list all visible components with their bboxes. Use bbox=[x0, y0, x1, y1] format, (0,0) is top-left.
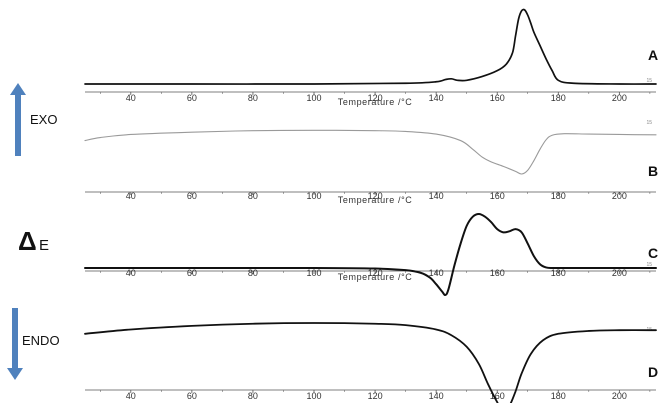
corner-mark-a: 15 bbox=[646, 78, 652, 84]
x-tick-label-d-160: 160 bbox=[490, 391, 505, 401]
exo-label: EXO bbox=[30, 112, 57, 127]
x-tick-label-c-120: 120 bbox=[368, 268, 383, 278]
x-tick-label-b-120: 120 bbox=[368, 191, 383, 201]
x-tick-label-a-60: 60 bbox=[187, 93, 197, 103]
x-tick-label-b-100: 100 bbox=[306, 191, 321, 201]
x-tick-label-c-60: 60 bbox=[187, 268, 197, 278]
endo-indicator: ENDO bbox=[7, 308, 60, 380]
delta-e-label: Δ E bbox=[18, 226, 49, 256]
delta-symbol: Δ bbox=[18, 226, 37, 256]
delta-subscript: E bbox=[39, 237, 49, 254]
x-axis-title-b: Temperature /°C bbox=[338, 195, 413, 205]
endo-arrow-icon bbox=[7, 308, 23, 380]
x-tick-label-a-40: 40 bbox=[126, 93, 136, 103]
x-tick-label-c-200: 200 bbox=[612, 268, 627, 278]
x-tick-label-d-40: 40 bbox=[126, 391, 136, 401]
x-tick-label-a-140: 140 bbox=[429, 93, 444, 103]
x-tick-label-b-80: 80 bbox=[248, 191, 258, 201]
thermogram-curve-a bbox=[84, 8, 657, 85]
thermogram-curve-c bbox=[84, 213, 657, 297]
x-tick-label-a-100: 100 bbox=[306, 93, 321, 103]
x-tick-label-c-80: 80 bbox=[248, 268, 258, 278]
x-tick-label-c-40: 40 bbox=[126, 268, 136, 278]
corner-mark-c: 15 bbox=[646, 262, 652, 268]
panel-a: 40 60 80 100 120 140 160 180 200 Temperature /°C 1… bbox=[84, 8, 658, 107]
x-tick-label-d-120: 120 bbox=[368, 391, 383, 401]
x-axis-title-a: Temperature /°C bbox=[338, 97, 413, 107]
x-tick-label-b-140: 140 bbox=[429, 191, 444, 201]
x-tick-label-a-160: 160 bbox=[490, 93, 505, 103]
x-tick-label-c-160: 160 bbox=[490, 268, 505, 278]
x-tick-label-b-200: 200 bbox=[612, 191, 627, 201]
x-tick-label-d-100: 100 bbox=[306, 391, 321, 401]
x-axis-title-c: Temperature /°C bbox=[338, 272, 413, 282]
x-tick-label-b-60: 60 bbox=[187, 191, 197, 201]
panel-b: 40 60 80 100 120 140 160 180 200 Temperature /°C 1… bbox=[84, 120, 658, 205]
x-tick-label-b-180: 180 bbox=[551, 191, 566, 201]
exo-arrow-icon bbox=[10, 83, 26, 156]
x-tick-label-d-180: 180 bbox=[551, 391, 566, 401]
panel-letter-b: B bbox=[648, 163, 658, 179]
x-tick-label-c-180: 180 bbox=[551, 268, 566, 278]
thermogram-curve-b bbox=[84, 129, 657, 175]
panel-c: 40 60 80 100 120 140 160 180 200 Temperature /°C 1… bbox=[84, 213, 658, 297]
exo-indicator: EXO bbox=[10, 83, 57, 156]
x-tick-label-b-160: 160 bbox=[490, 191, 505, 201]
x-tick-label-c-140: 140 bbox=[429, 268, 444, 278]
thermogram-curve-d bbox=[84, 322, 657, 403]
corner-mark-b: 15 bbox=[646, 120, 652, 126]
panel-letter-a: A bbox=[648, 47, 658, 63]
x-tick-label-d-200: 200 bbox=[612, 391, 627, 401]
x-tick-label-d-80: 80 bbox=[248, 391, 258, 401]
x-tick-label-a-80: 80 bbox=[248, 93, 258, 103]
x-tick-label-b-40: 40 bbox=[126, 191, 136, 201]
x-tick-label-a-120: 120 bbox=[368, 93, 383, 103]
endo-label: ENDO bbox=[22, 333, 60, 348]
panel-letter-d: D bbox=[648, 364, 658, 380]
x-tick-label-a-200: 200 bbox=[612, 93, 627, 103]
x-tick-label-c-100: 100 bbox=[306, 268, 321, 278]
x-tick-label-a-180: 180 bbox=[551, 93, 566, 103]
x-tick-label-d-140: 140 bbox=[429, 391, 444, 401]
x-tick-label-d-60: 60 bbox=[187, 391, 197, 401]
panel-letter-c: C bbox=[648, 245, 658, 261]
